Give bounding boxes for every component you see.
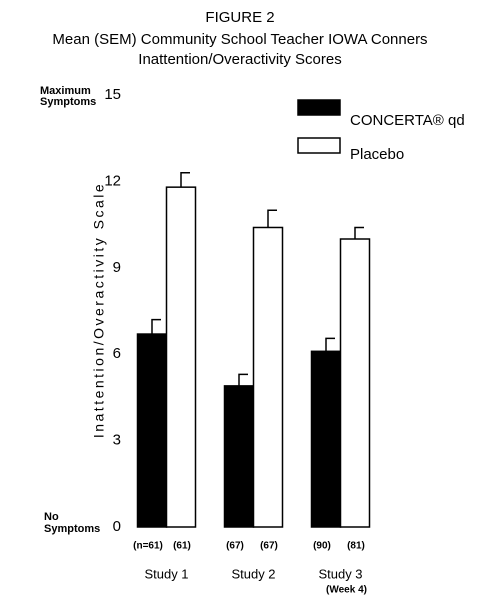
error-bar bbox=[267, 209, 277, 228]
n-label: (67) bbox=[226, 541, 244, 552]
y-top-label: Symptoms bbox=[40, 96, 96, 108]
y-tick-label: 9 bbox=[113, 259, 121, 276]
n-label: (n=61) bbox=[133, 541, 163, 552]
error-bar bbox=[238, 373, 248, 386]
legend-label: CONCERTA® qd bbox=[350, 112, 465, 129]
error-bar bbox=[151, 318, 161, 335]
chart-subtitle: Inattention/Overactivity Scores bbox=[138, 51, 341, 68]
y-tick-label: 3 bbox=[113, 432, 121, 449]
y-bottom-label: No bbox=[44, 511, 59, 523]
y-axis-label: Inattention/Overactivity Scale bbox=[91, 182, 107, 438]
bar bbox=[136, 333, 168, 528]
bar bbox=[223, 385, 255, 528]
error-bar bbox=[180, 172, 190, 188]
chart-title: FIGURE 2 bbox=[205, 9, 274, 26]
y-tick-label: 12 bbox=[104, 172, 121, 189]
n-label: (61) bbox=[173, 541, 191, 552]
n-label: (90) bbox=[313, 541, 331, 552]
bar bbox=[339, 238, 371, 528]
n-label: (81) bbox=[347, 541, 365, 552]
bar bbox=[310, 350, 342, 528]
n-label: (67) bbox=[260, 541, 278, 552]
y-tick-label: 15 bbox=[104, 86, 121, 103]
error-bar bbox=[325, 337, 335, 352]
x-tick-label: Study 1 bbox=[144, 566, 188, 581]
y-bottom-label: Symptoms bbox=[44, 523, 100, 535]
bar bbox=[252, 226, 284, 528]
y-tick-label: 6 bbox=[113, 345, 121, 362]
error-bar bbox=[354, 226, 364, 239]
legend-label: Placebo bbox=[350, 146, 404, 163]
bar bbox=[165, 186, 197, 528]
y-tick-label: 0 bbox=[113, 518, 121, 535]
x-tick-label: Study 2 bbox=[231, 566, 275, 581]
legend-swatch bbox=[297, 137, 341, 154]
legend-swatch bbox=[297, 99, 341, 116]
y-top-label: Maximum bbox=[40, 85, 91, 97]
chart-subtitle: Mean (SEM) Community School Teacher IOWA… bbox=[52, 31, 427, 48]
category-note: (Week 4) bbox=[326, 585, 367, 596]
x-tick-label: Study 3 bbox=[318, 566, 362, 581]
